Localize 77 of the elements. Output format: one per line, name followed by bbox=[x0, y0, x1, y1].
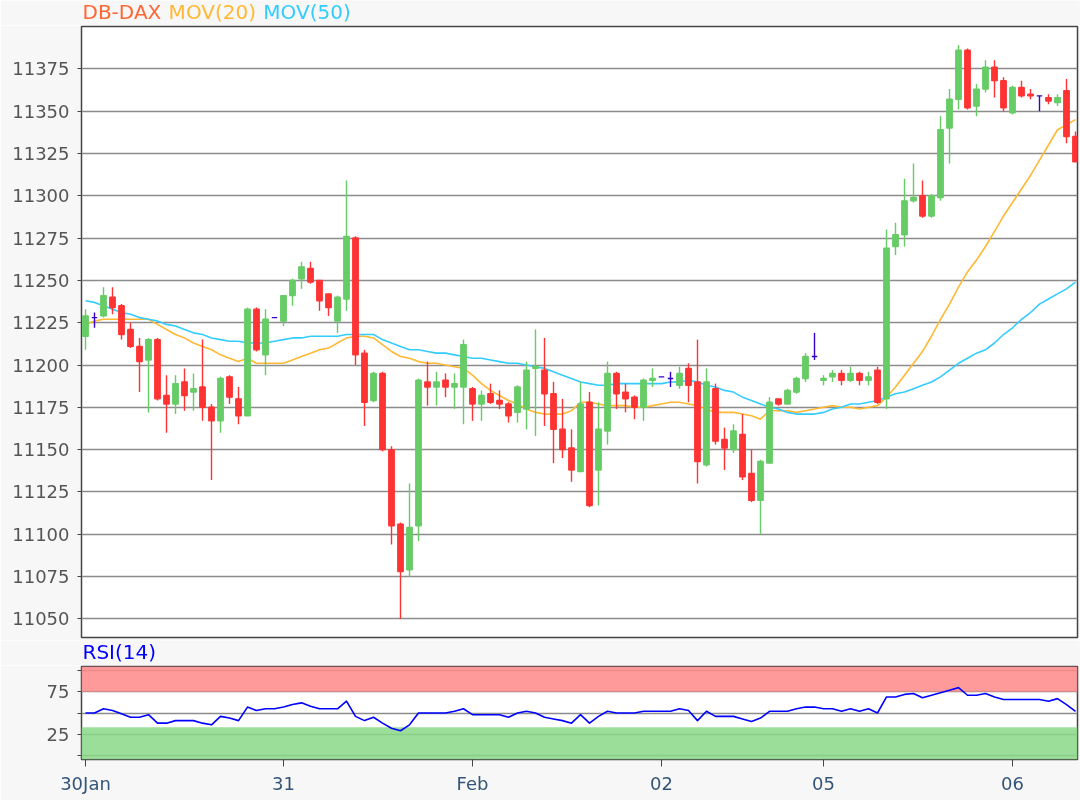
candlestick bbox=[172, 374, 179, 415]
candlestick bbox=[802, 352, 809, 383]
candlestick bbox=[685, 362, 692, 403]
x-tick-label: 06 bbox=[1001, 772, 1024, 794]
x-tick-label: 31 bbox=[272, 772, 295, 794]
candlestick bbox=[451, 372, 458, 410]
y-tick-label: 11050 bbox=[12, 608, 70, 630]
candlestick bbox=[208, 403, 215, 481]
candlestick bbox=[622, 382, 629, 414]
y-tick-label: 11125 bbox=[12, 481, 70, 503]
y-tick-label: 75 bbox=[46, 681, 70, 703]
candlestick bbox=[721, 426, 728, 471]
candlestick bbox=[991, 59, 998, 99]
candlestick bbox=[199, 338, 206, 422]
candlestick bbox=[649, 367, 656, 388]
candlestick bbox=[127, 321, 134, 349]
y-tick-label: 11325 bbox=[12, 142, 70, 164]
candlestick bbox=[478, 389, 485, 422]
y-tick-label: 11175 bbox=[12, 396, 70, 418]
candlestick bbox=[163, 374, 170, 434]
candlestick bbox=[235, 386, 242, 425]
candlestick bbox=[505, 401, 512, 424]
candlestick bbox=[307, 261, 314, 285]
candlestick bbox=[613, 371, 620, 410]
candlestick bbox=[910, 162, 917, 204]
candlestick bbox=[469, 386, 476, 422]
x-tick-label: 05 bbox=[812, 772, 835, 794]
candlestick bbox=[541, 337, 548, 427]
y-tick-label: 11275 bbox=[12, 227, 70, 249]
text: RSI(14) bbox=[82, 640, 157, 664]
candlestick bbox=[424, 360, 431, 407]
candlestick bbox=[109, 286, 116, 315]
candlestick bbox=[631, 394, 638, 420]
y-tick-label: 11350 bbox=[12, 100, 70, 122]
y-tick-label: 11075 bbox=[12, 566, 70, 588]
text: MOV(20) bbox=[168, 0, 257, 24]
y-tick-label: 25 bbox=[46, 723, 70, 745]
candlestick bbox=[136, 337, 143, 393]
candlestick bbox=[973, 83, 980, 117]
candlestick bbox=[190, 372, 197, 412]
y-tick-label: 11100 bbox=[12, 523, 70, 545]
candlestick bbox=[289, 277, 296, 307]
candlestick bbox=[676, 366, 683, 390]
candlestick bbox=[334, 294, 341, 334]
candlestick bbox=[316, 279, 323, 312]
candlestick bbox=[559, 398, 566, 459]
candlestick bbox=[730, 423, 737, 454]
candlestick bbox=[442, 372, 449, 398]
candlestick bbox=[226, 374, 233, 405]
line-series bbox=[84, 686, 1077, 732]
candlestick bbox=[496, 389, 503, 410]
x-tick-label: Feb bbox=[456, 772, 489, 794]
candlestick bbox=[487, 382, 494, 405]
candlestick bbox=[892, 222, 899, 256]
candlestick bbox=[145, 337, 152, 414]
y-tick-label: 11300 bbox=[12, 185, 70, 207]
candlestick bbox=[532, 328, 539, 437]
candlestick bbox=[982, 59, 989, 94]
chart-title: DB-DAX bbox=[82, 0, 162, 24]
candlestick bbox=[100, 286, 107, 319]
y-tick-label: 11250 bbox=[12, 269, 70, 291]
x-tick-label: 30Jan bbox=[60, 772, 111, 794]
candlestick bbox=[181, 367, 188, 412]
y-tick-label: 11150 bbox=[12, 439, 70, 461]
candlestick bbox=[928, 193, 935, 219]
candlestick bbox=[568, 428, 575, 483]
text: MOV(50) bbox=[263, 0, 351, 24]
candlestick bbox=[325, 293, 332, 317]
candlestick bbox=[82, 308, 89, 351]
x-tick-label: 02 bbox=[650, 772, 673, 794]
candlestick bbox=[433, 371, 440, 407]
y-tick-label: 11375 bbox=[12, 58, 70, 80]
line-series bbox=[84, 281, 1077, 415]
y-tick-label: 11200 bbox=[12, 354, 70, 376]
candlestick bbox=[298, 261, 305, 290]
candlestick bbox=[919, 179, 926, 219]
y-tick-label: 11225 bbox=[12, 312, 70, 334]
